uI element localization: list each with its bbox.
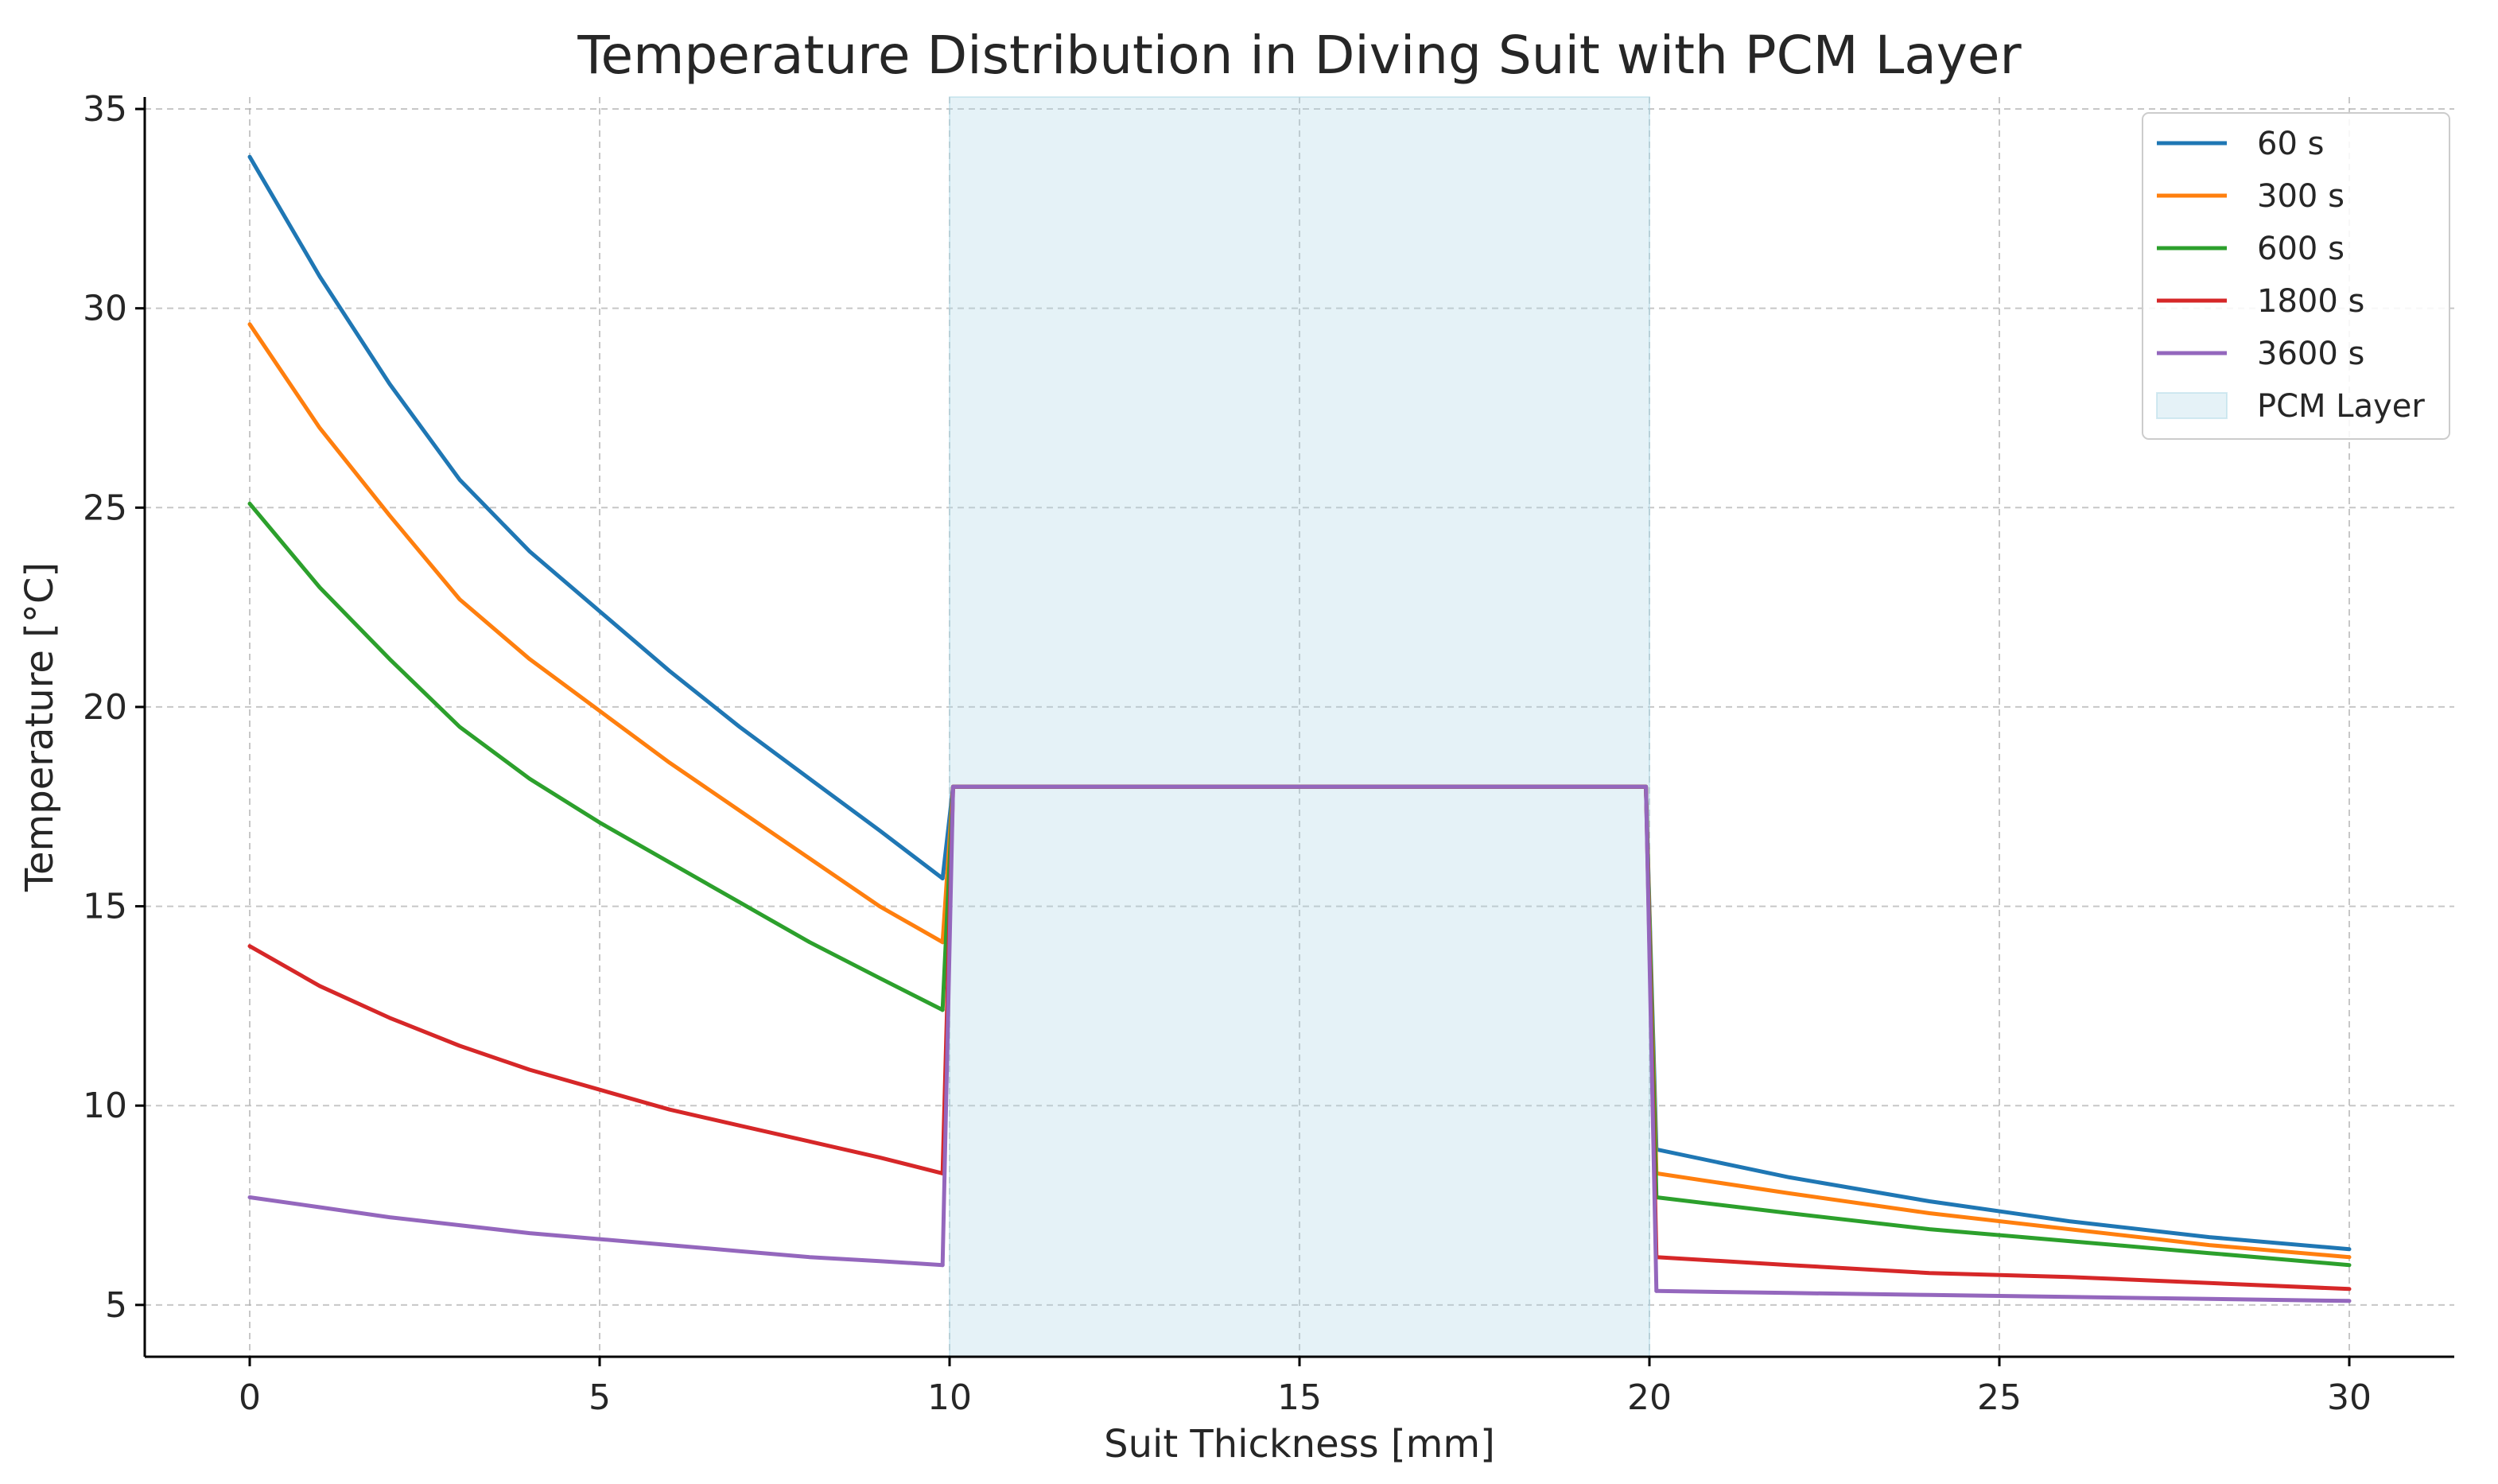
- legend-label: 3600 s: [2257, 336, 2364, 372]
- y-tick-label: 15: [83, 887, 127, 927]
- x-axis-label: Suit Thickness [mm]: [1104, 1422, 1495, 1467]
- x-tick-label: 0: [239, 1377, 261, 1418]
- x-tick-label: 10: [927, 1377, 972, 1418]
- axes-layer: 0 5 10 15 20 25 30 5 10 15 20 25 30 35: [83, 89, 2454, 1418]
- x-tick-label: 15: [1277, 1377, 1322, 1418]
- y-tick-label: 25: [83, 488, 127, 528]
- series-line-segment: [1654, 1288, 2352, 1303]
- legend: 60 s 300 s 600 s 1800 s 3600 s PCM Layer: [2142, 112, 2450, 440]
- legend-label: 300 s: [2257, 178, 2345, 215]
- legend-label: 60 s: [2257, 126, 2324, 162]
- grid-layer: [145, 97, 2454, 1357]
- series-line-segment: [247, 322, 945, 945]
- x-tick-label: 20: [1627, 1377, 1672, 1418]
- series-line-segment: [1654, 1171, 2352, 1260]
- x-tick-label: 30: [2327, 1377, 2372, 1418]
- series-line-segment: [1654, 1195, 2352, 1268]
- legend-swatch: [2156, 392, 2228, 419]
- legend-label: PCM Layer: [2257, 388, 2425, 425]
- series-line-segment: [247, 944, 945, 1175]
- y-tick-label: 5: [105, 1285, 127, 1326]
- y-tick-label: 30: [83, 289, 127, 329]
- series-line-segment: [247, 1195, 945, 1268]
- series-line-segment: [1654, 1255, 2352, 1292]
- y-axis-label: Temperature [°C]: [17, 562, 62, 892]
- series-line-segment: [247, 501, 945, 1012]
- series-line-segment: [247, 154, 945, 880]
- y-tick-label: 35: [83, 89, 127, 130]
- series-line-segment: [940, 784, 1659, 1293]
- series-layer: [247, 154, 2352, 1303]
- chart-title: Temperature Distribution in Diving Suit …: [577, 25, 2022, 86]
- y-tick-label: 20: [83, 687, 127, 728]
- pcm-layer-region: [949, 96, 1650, 1358]
- region-layer: [949, 96, 1650, 1358]
- x-tick-label: 25: [1977, 1377, 2022, 1418]
- series-line-segment: [1654, 1147, 2352, 1252]
- legend-label: 600 s: [2257, 231, 2345, 267]
- y-tick-label: 10: [83, 1086, 127, 1126]
- x-tick-label: 5: [589, 1377, 611, 1418]
- legend-label: 1800 s: [2257, 283, 2364, 320]
- series-3600-s: [247, 784, 2352, 1303]
